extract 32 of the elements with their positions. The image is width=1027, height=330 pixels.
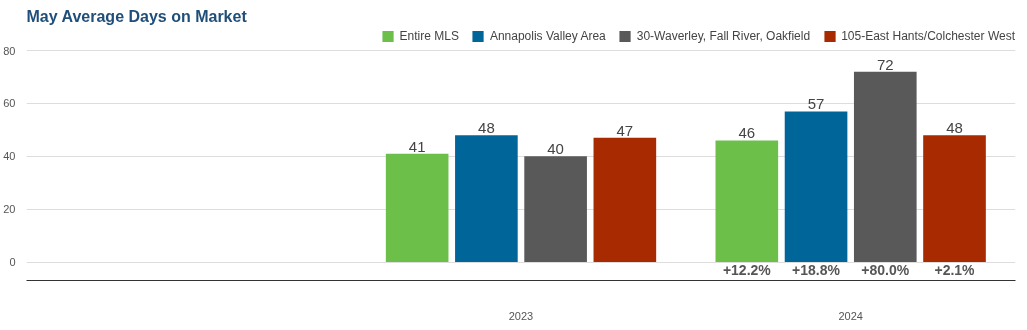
data-label: 48 (946, 119, 963, 137)
data-label: 41 (408, 137, 426, 155)
data-label: 57 (807, 95, 825, 113)
bar (784, 111, 848, 263)
annotation: +12.2% (722, 261, 772, 278)
annotation: +18.8% (792, 261, 841, 278)
data-label: 48 (478, 119, 495, 137)
annotation: +2.1% (934, 261, 976, 278)
y-tick-label: 0 (9, 256, 16, 269)
y-tick-label: 40 (3, 150, 16, 163)
annotation: +80.0% (861, 261, 910, 278)
bar (593, 137, 657, 263)
bar (455, 135, 518, 263)
x-tick-label: 2023 (508, 309, 534, 322)
y-tick-label: 80 (3, 44, 16, 57)
chart-title: May Average Days on Market (26, 7, 248, 25)
bar (715, 140, 779, 263)
bar (524, 156, 587, 263)
bar (385, 153, 449, 263)
data-label: 46 (738, 124, 756, 142)
data-label: 72 (876, 55, 894, 73)
data-label: 47 (616, 121, 634, 139)
legend-label: 105-East Hants/Colchester West (841, 29, 1015, 43)
data-label: 40 (547, 140, 564, 158)
legend-label: Annapolis Valley Area (489, 29, 606, 43)
bar (853, 71, 917, 263)
y-tick-label: 60 (3, 97, 16, 110)
legend-label: 30-Waverley, Fall River, Oakfield (636, 29, 811, 43)
bar (923, 135, 986, 263)
legend-label: Entire MLS (399, 29, 459, 43)
y-tick-label: 20 (3, 203, 16, 216)
x-tick-label: 2024 (838, 309, 863, 322)
